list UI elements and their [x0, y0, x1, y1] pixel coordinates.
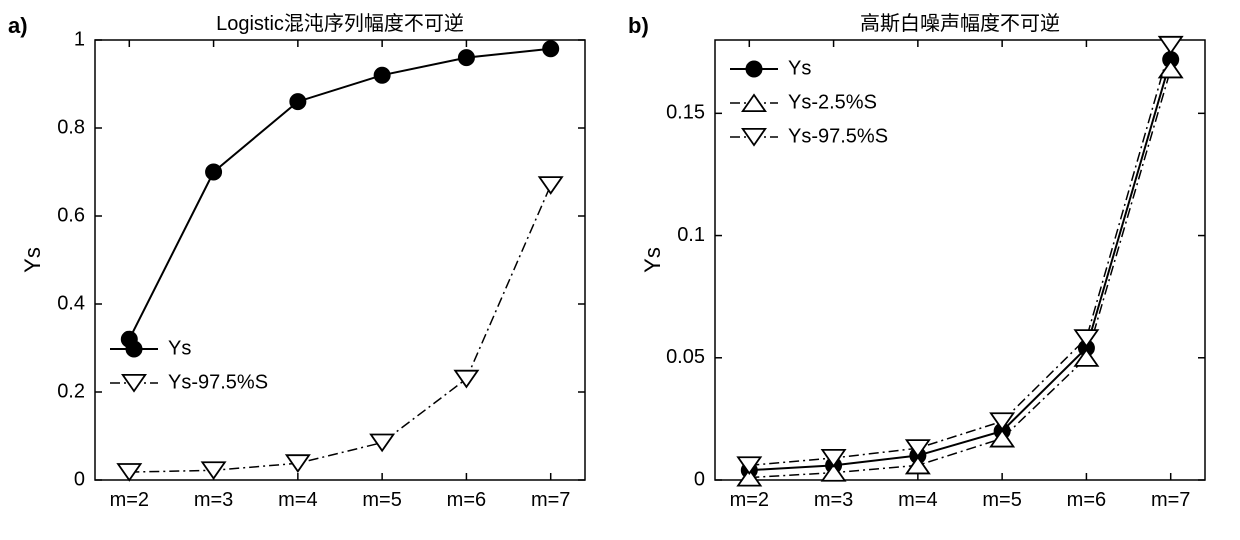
ytick-label: 0.15 — [666, 102, 705, 124]
legend-label: Ys — [788, 57, 811, 79]
legend-marker — [126, 341, 142, 357]
legend-label: Ys — [168, 337, 191, 359]
legend-marker — [743, 95, 766, 111]
panel-a: a) Logistic混沌序列幅度不可逆 0 0.2 0.4 0.6 0.8 1 m=2 m=3 m… — [0, 0, 620, 540]
chart-title: Logistic混沌序列幅度不可逆 — [216, 12, 464, 35]
xtick-label: m=4 — [278, 489, 317, 511]
xtick-label: m=3 — [194, 489, 233, 511]
series-marker — [1075, 350, 1098, 366]
xtick-label: m=2 — [730, 489, 769, 511]
xtick-label: m=4 — [898, 489, 937, 511]
xtick-label: m=7 — [1151, 489, 1190, 511]
ytick-label: 0.8 — [57, 116, 85, 138]
series-marker — [458, 50, 474, 66]
series-marker — [1075, 330, 1098, 346]
panel-label: b) — [628, 13, 649, 38]
legend-marker — [743, 129, 766, 145]
series-line — [129, 185, 550, 472]
chart-title: 高斯白噪声幅度不可逆 — [860, 12, 1060, 35]
ytick-label: 0.1 — [677, 224, 705, 246]
series-marker — [371, 435, 394, 451]
panel-b: b) 高斯白噪声幅度不可逆 0 0.05 0.1 0.15 m=2 m=3 m=4 m=5 m=6 m… — [620, 0, 1240, 540]
figure-container: a) Logistic混沌序列幅度不可逆 0 0.2 0.4 0.6 0.8 1 m=2 m=3 m… — [0, 0, 1240, 540]
series-marker — [290, 94, 306, 110]
ylabel: Ys — [20, 247, 45, 273]
xtick-label: m=5 — [362, 489, 401, 511]
legend-label: Ys-97.5%S — [168, 371, 268, 393]
series-marker — [206, 164, 222, 180]
panel-label: a) — [8, 13, 28, 38]
ytick-label: 1 — [74, 28, 85, 50]
legend-label: Ys-97.5%S — [788, 125, 888, 147]
xtick-label: m=3 — [814, 489, 853, 511]
legend-marker — [123, 375, 146, 391]
series-marker — [1159, 37, 1182, 53]
series-marker — [543, 41, 559, 57]
xtick-label: m=6 — [447, 489, 486, 511]
xtick-label: m=5 — [982, 489, 1021, 511]
ytick-label: 0.05 — [666, 346, 705, 368]
legend-marker — [746, 61, 762, 77]
series-line — [749, 60, 1170, 471]
series-marker — [991, 413, 1014, 429]
ytick-label: 0.2 — [57, 380, 85, 402]
xtick-label: m=2 — [110, 489, 149, 511]
series-marker — [539, 177, 562, 193]
series-marker — [1159, 61, 1182, 77]
xtick-label: m=7 — [531, 489, 570, 511]
ytick-label: 0 — [694, 468, 705, 490]
series-marker — [202, 462, 225, 478]
ytick-label: 0.4 — [57, 292, 85, 314]
series-marker — [455, 371, 478, 387]
ytick-label: 0 — [74, 468, 85, 490]
ytick-label: 0.6 — [57, 204, 85, 226]
legend-label: Ys-2.5%S — [788, 91, 877, 113]
ylabel: Ys — [640, 247, 665, 273]
xtick-label: m=6 — [1067, 489, 1106, 511]
series-marker — [374, 67, 390, 83]
series-line — [129, 49, 550, 339]
